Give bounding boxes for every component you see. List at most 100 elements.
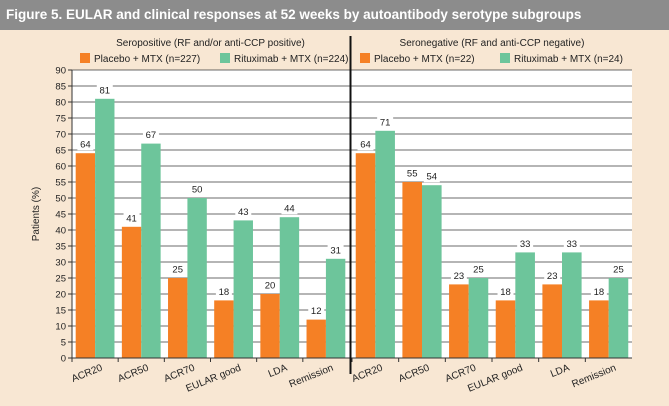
bar-placebo: [75, 153, 96, 358]
y-tick-label: 50: [55, 194, 66, 205]
legend-swatch: [220, 53, 230, 63]
legend-swatch: [500, 53, 510, 63]
x-tick-label: Remission: [288, 363, 335, 391]
chart-panel-seronegative: Seronegative (RF and anti-CCP negative) P…: [350, 38, 629, 395]
data-label: 18: [594, 287, 605, 298]
y-tick-label: 25: [55, 274, 66, 285]
data-label-bg: [610, 263, 627, 275]
data-label: 81: [99, 85, 110, 96]
bar-placebo: [449, 284, 469, 358]
data-label-bg: [262, 279, 279, 291]
figure-title: Figure 5. EULAR and clinical responses a…: [0, 0, 669, 30]
data-label-bg: [96, 83, 113, 96]
y-tick-label: 75: [55, 114, 66, 125]
data-label-bg: [169, 263, 186, 275]
panel-title: Seropositive (RF and/or anti-CCP positiv…: [116, 38, 305, 49]
data-label-bg: [77, 138, 94, 151]
data-label: 44: [284, 204, 295, 215]
data-label-bg: [327, 243, 344, 256]
y-tick-label: 70: [55, 130, 66, 141]
data-label-bg: [450, 269, 467, 282]
data-label: 18: [500, 287, 511, 298]
bar-placebo: [260, 294, 280, 358]
data-label: 25: [613, 265, 624, 276]
y-axis: 0 5 10 15 20 25 30 35 40 45 50 55 60 65 70 75 80 85 90 Pati…: [31, 66, 73, 365]
data-label: 64: [80, 140, 91, 151]
y-tick-label: 85: [55, 82, 66, 93]
x-tick-label: LDA: [267, 362, 289, 380]
bar-rituximab: [562, 252, 582, 358]
data-label-bg: [590, 285, 607, 298]
y-tick-label: 35: [55, 242, 66, 253]
legend-label: Placebo + MTX (n=227): [94, 54, 200, 65]
legend-swatch: [360, 53, 370, 63]
y-tick-label: 90: [55, 66, 66, 77]
data-label-bg: [404, 167, 421, 179]
data-label: 31: [330, 245, 341, 256]
bar-rituximab: [187, 198, 207, 358]
bar-rituximab: [325, 258, 346, 358]
bar-rituximab: [422, 185, 442, 358]
data-label: 12: [311, 306, 322, 317]
legend: Placebo + MTX (n=22) Rituximab + MTX (n=2…: [360, 53, 623, 65]
data-label-bg: [517, 237, 534, 250]
data-label: 41: [126, 213, 137, 224]
y-tick-label: 80: [55, 98, 66, 109]
bar-rituximab: [375, 130, 395, 358]
data-label: 43: [238, 207, 249, 218]
bar-placebo: [306, 319, 326, 358]
legend-label: Rituximab + MTX (n=24): [514, 54, 623, 65]
x-tick-label: Remission: [570, 363, 617, 391]
data-label: 25: [172, 265, 183, 276]
y-tick-label: 15: [55, 306, 66, 317]
bar-placebo: [121, 226, 142, 358]
data-label-bg: [357, 138, 374, 151]
data-label-bg: [281, 202, 298, 215]
x-tick-label: ACR50: [116, 362, 150, 384]
x-tick-label: ACR20: [70, 362, 104, 384]
x-tick-label: ACR20: [350, 362, 384, 384]
data-label: 25: [473, 265, 484, 276]
bar-placebo: [355, 153, 376, 358]
panel-title: Seronegative (RF and anti-CCP negative): [400, 38, 585, 49]
y-tick-label: 5: [61, 338, 66, 349]
data-label: 54: [427, 172, 438, 183]
bar-rituximab: [279, 217, 300, 358]
data-label-bg: [142, 128, 159, 141]
data-label: 67: [146, 130, 157, 141]
legend-label: Placebo + MTX (n=22): [374, 54, 475, 65]
data-label-bg: [497, 285, 514, 298]
y-tick-label: 0: [61, 354, 66, 365]
legend: Placebo + MTX (n=227) Rituximab + MTX (n=…: [80, 53, 349, 65]
data-label-bg: [123, 211, 140, 224]
data-label: 23: [547, 271, 558, 282]
y-tick-label: 55: [55, 178, 66, 189]
y-tick-label: 45: [55, 210, 66, 221]
data-label: 33: [567, 239, 578, 250]
bar-placebo: [495, 300, 516, 358]
data-label-bg: [215, 285, 232, 298]
data-label: 64: [360, 140, 371, 151]
bar-rituximab: [95, 98, 115, 359]
y-tick-label: 30: [55, 258, 66, 269]
y-tick-label: 10: [55, 322, 66, 333]
bar-rituximab: [515, 252, 535, 358]
x-tick-label: LDA: [549, 362, 571, 380]
data-label: 55: [407, 169, 418, 180]
y-tick-label: 65: [55, 146, 66, 157]
data-label-bg: [544, 269, 561, 282]
legend-swatch: [80, 53, 90, 63]
bar-placebo: [214, 300, 234, 358]
data-label-bg: [377, 115, 394, 128]
data-label-bg: [308, 304, 325, 317]
bar-placebo: [589, 300, 609, 358]
data-label: 18: [219, 287, 230, 298]
legend-label: Rituximab + MTX (n=224): [234, 54, 349, 65]
x-tick-label: ACR50: [397, 362, 431, 384]
data-label-bg: [563, 237, 580, 250]
y-tick-label: 60: [55, 162, 66, 173]
bar-placebo: [168, 278, 188, 358]
data-label-bg: [423, 170, 440, 183]
